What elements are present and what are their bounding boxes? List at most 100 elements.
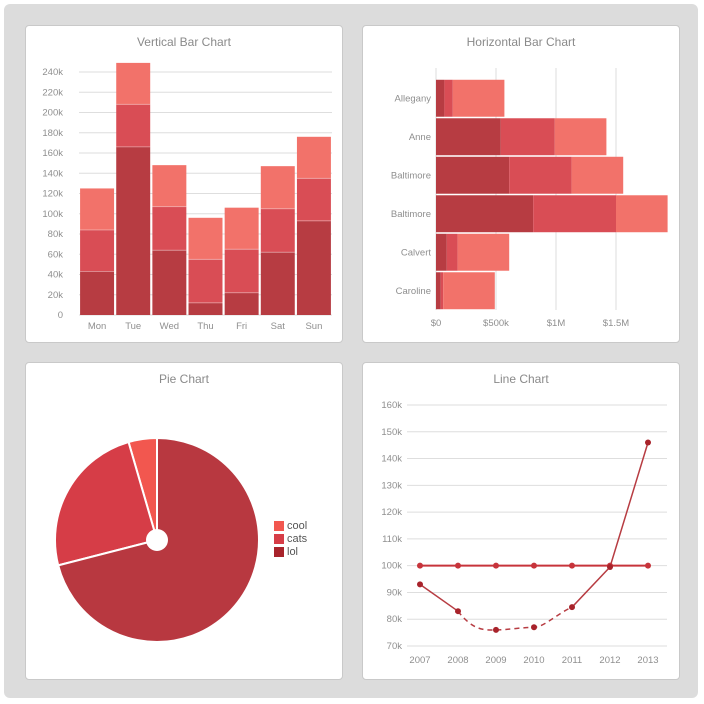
x-tick-label: Mon xyxy=(88,321,106,332)
series-line-trend-dashed xyxy=(457,606,573,631)
y-tick-label: 130k xyxy=(381,480,402,491)
bar-segment xyxy=(260,166,295,209)
bar-segment xyxy=(116,62,151,105)
bar-segment xyxy=(80,271,115,315)
legend-swatch-lol xyxy=(274,546,284,557)
bar-segment xyxy=(500,118,555,156)
y-tick-label: 20k xyxy=(48,290,64,301)
y-tick-label: 110k xyxy=(382,534,402,545)
x-tick-label: Sat xyxy=(271,321,286,332)
legend-swatch-cats xyxy=(274,533,284,544)
bar-segment xyxy=(443,272,495,310)
data-point xyxy=(645,439,651,446)
x-tick-label: 2010 xyxy=(523,655,544,666)
vertical-bar-chart-svg: 0 20k 40k 60k 80k 100k 120k 140k 160k 180k 200k 220… xyxy=(42,62,332,332)
bar-segment xyxy=(224,249,259,293)
y-tick-label: 160k xyxy=(42,148,63,159)
series-line-trend-start xyxy=(419,583,459,612)
y-tick-label: 80k xyxy=(387,614,403,625)
legend-item-cats: cats xyxy=(274,532,307,545)
data-point xyxy=(569,562,575,569)
y-tick-label: Anne xyxy=(409,132,431,143)
bar-segment xyxy=(436,272,441,310)
data-point xyxy=(417,562,423,569)
legend-label-lol: lol xyxy=(287,545,299,558)
bar-segment xyxy=(571,156,624,194)
bar-segment xyxy=(152,206,187,251)
y-tick-label: 70k xyxy=(387,641,403,652)
line-chart-title: Line Chart xyxy=(493,372,549,386)
y-tick-label: 90k xyxy=(387,587,403,598)
bar-segment xyxy=(554,118,607,156)
x-tick-label: 2012 xyxy=(599,655,620,666)
bar-segment xyxy=(436,79,445,117)
y-tick-label: Baltimore xyxy=(391,209,431,220)
line-chart-card: Line Chart 70k 80k 90k 100k 110k 120k 130k 140k… xyxy=(362,362,680,680)
bar-segment xyxy=(533,195,616,233)
bar-segment xyxy=(457,233,510,271)
line-chart-svg: 70k 80k 90k 100k 110k 120k 130k 140k 150k 160k 200… xyxy=(381,400,667,666)
bar-segment xyxy=(116,146,151,315)
y-tick-label: Allegany xyxy=(395,93,432,104)
legend-label-cats: cats xyxy=(287,532,308,545)
horizontal-bar-chart-title: Horizontal Bar Chart xyxy=(466,35,576,49)
bar-segment xyxy=(436,233,447,271)
data-point xyxy=(455,562,461,569)
data-point xyxy=(645,562,651,569)
series-line-trend-end xyxy=(571,442,649,608)
x-tick-label: $1M xyxy=(547,318,566,329)
bar-segment xyxy=(116,104,151,147)
pie-legend: cool cats lol xyxy=(274,519,307,558)
bar-segment xyxy=(452,79,505,117)
bar-segment xyxy=(296,178,331,221)
y-tick-label: 100k xyxy=(42,209,63,220)
y-tick-label: 180k xyxy=(42,128,63,139)
y-tick-label: 160k xyxy=(381,400,402,411)
y-tick-label: 140k xyxy=(42,168,63,179)
x-tick-label: Fri xyxy=(236,321,247,332)
bar-segment xyxy=(260,208,295,253)
bar-segment xyxy=(444,79,453,117)
data-point xyxy=(493,626,499,633)
y-tick-label: Calvert xyxy=(401,247,431,258)
x-tick-label: 2011 xyxy=(562,655,582,666)
y-tick-label: 120k xyxy=(42,189,63,200)
legend-item-cool: cool xyxy=(274,519,307,532)
x-tick-label: 2009 xyxy=(485,655,506,666)
x-tick-label: Thu xyxy=(197,321,213,332)
bar-segment xyxy=(152,250,187,315)
bar-segment xyxy=(80,188,115,230)
x-tick-label: $1.5M xyxy=(603,318,629,329)
x-tick-label: 2008 xyxy=(447,655,468,666)
x-tick-label: Sun xyxy=(305,321,322,332)
data-point xyxy=(417,581,423,588)
pie-chart-card: Pie Chart cool cats lol xyxy=(25,362,343,680)
pie-chart-svg xyxy=(54,437,260,643)
bar-segment xyxy=(188,302,223,315)
x-tick-label: 2013 xyxy=(637,655,658,666)
y-tick-label: Caroline xyxy=(396,286,431,297)
x-tick-label: $500k xyxy=(483,318,509,329)
bar-segment xyxy=(616,195,668,233)
data-point xyxy=(569,604,575,611)
legend-label-cool: cool xyxy=(287,519,308,532)
data-point xyxy=(455,608,461,615)
x-tick-label: 2007 xyxy=(409,655,430,666)
y-tick-label: 60k xyxy=(48,249,64,260)
bar-segment xyxy=(80,229,115,272)
bar-segment xyxy=(188,217,223,260)
data-point xyxy=(607,564,613,571)
pie-slice xyxy=(54,441,158,567)
y-tick-label: 40k xyxy=(48,270,64,281)
x-tick-label: Tue xyxy=(125,321,141,332)
y-tick-label: Baltimore xyxy=(391,170,431,181)
bar-segment xyxy=(436,195,534,233)
dashboard-frame: Vertical Bar Chart 0 20k 40k 60k 80k 100k 120k… xyxy=(4,4,698,698)
y-tick-label: 80k xyxy=(48,229,64,240)
data-point xyxy=(531,624,537,631)
x-tick-label: $0 xyxy=(431,318,442,329)
y-tick-label: 240k xyxy=(42,67,63,78)
bar-segment xyxy=(224,207,259,250)
vertical-bar-chart-card: Vertical Bar Chart 0 20k 40k 60k 80k 100k 120k… xyxy=(25,25,343,343)
y-tick-label: 100k xyxy=(381,561,402,572)
